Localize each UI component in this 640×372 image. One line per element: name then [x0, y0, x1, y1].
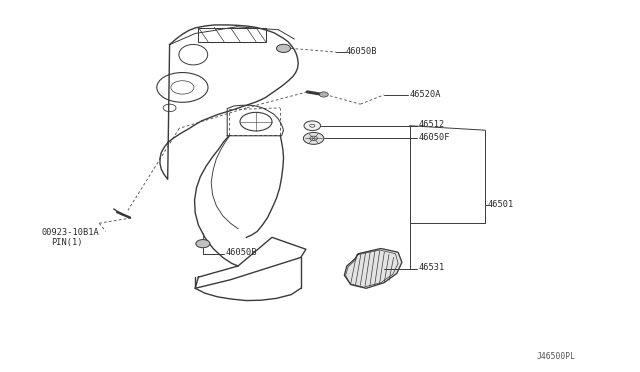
Text: 46050B: 46050B — [346, 47, 377, 56]
Circle shape — [196, 240, 210, 248]
Text: 46520A: 46520A — [410, 90, 441, 99]
Circle shape — [276, 44, 291, 52]
Circle shape — [304, 121, 321, 131]
Circle shape — [303, 132, 324, 144]
Text: 46050F: 46050F — [419, 133, 450, 142]
Text: 46050B: 46050B — [225, 248, 257, 257]
Text: PIN(1): PIN(1) — [51, 238, 83, 247]
Text: J46500PL: J46500PL — [536, 352, 575, 361]
Polygon shape — [344, 248, 402, 288]
Text: 00923-10B1A: 00923-10B1A — [42, 228, 99, 237]
Text: 46531: 46531 — [419, 263, 445, 272]
Bar — [198, 28, 266, 42]
Text: 46512: 46512 — [419, 121, 445, 129]
Text: 46501: 46501 — [488, 200, 514, 209]
Circle shape — [319, 92, 328, 97]
